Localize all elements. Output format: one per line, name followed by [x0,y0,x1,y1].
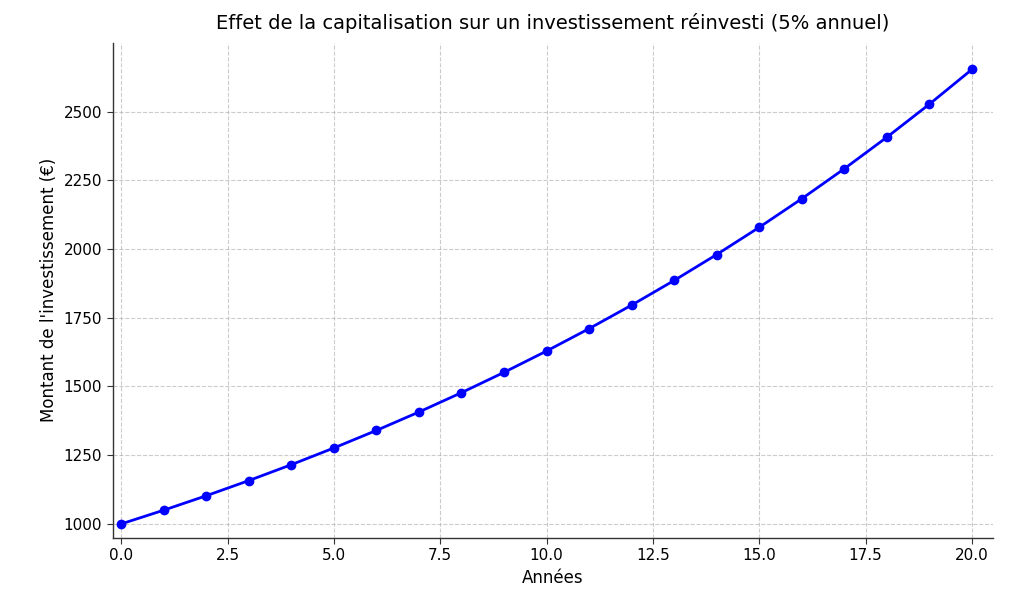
Y-axis label: Montant de l'investissement (€): Montant de l'investissement (€) [40,158,58,422]
Title: Effet de la capitalisation sur un investissement réinvesti (5% annuel): Effet de la capitalisation sur un invest… [216,13,890,33]
X-axis label: Années: Années [522,569,584,587]
